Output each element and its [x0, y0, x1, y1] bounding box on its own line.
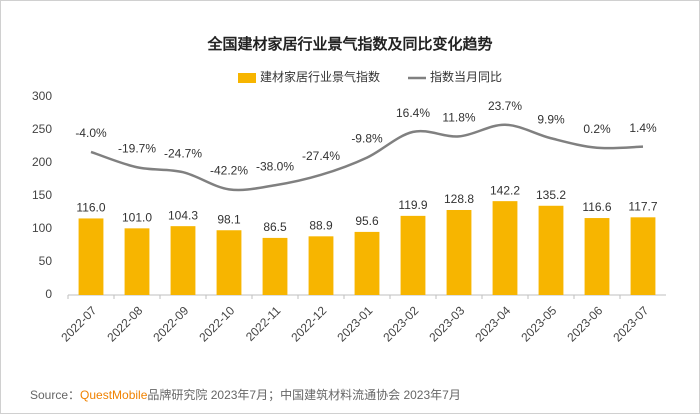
bar — [124, 228, 150, 295]
bar-value-label: 98.1 — [217, 212, 241, 226]
y-tick-label: 150 — [32, 188, 52, 202]
source-label: Source： — [30, 388, 80, 402]
bar — [584, 218, 610, 295]
line-value-label: 16.4% — [396, 106, 430, 120]
y-tick-label: 100 — [32, 221, 52, 235]
line-value-label: -27.4% — [302, 149, 340, 163]
bar — [262, 237, 288, 295]
y-tick-label: 0 — [45, 287, 52, 301]
source-text: 品牌研究院 2023年7月；中国建筑材料流通协会 2023年7月 — [147, 387, 460, 402]
y-tick-label: 200 — [32, 155, 52, 169]
bar — [170, 226, 196, 295]
bar-value-label: 135.2 — [536, 188, 566, 202]
line-value-label: 1.4% — [629, 121, 657, 135]
source: Source：QuestMobile品牌研究院 2023年7月；中国建筑材料流通… — [30, 387, 461, 402]
line-value-label: 23.7% — [488, 99, 522, 113]
line — [90, 123, 644, 192]
legend-label: 指数当月同比 — [430, 69, 502, 84]
bar — [354, 231, 380, 295]
bar-value-label: 101.0 — [122, 211, 152, 225]
bar-value-label: 117.7 — [628, 199, 657, 213]
bar-value-label: 95.6 — [355, 214, 379, 228]
bar — [308, 236, 334, 295]
line-value-label: -24.7% — [164, 146, 202, 160]
line-value-label: -19.7% — [118, 141, 156, 155]
y-tick-label: 50 — [39, 254, 53, 268]
line-value-label: 9.9% — [537, 112, 565, 126]
bar-value-label: 128.8 — [444, 192, 474, 206]
line-value-label: -38.0% — [256, 159, 294, 173]
bar — [630, 217, 656, 295]
bar — [78, 218, 104, 295]
bar — [492, 201, 518, 295]
line-value-label: 11.8% — [442, 111, 475, 125]
bar-value-label: 116.6 — [582, 200, 611, 214]
line-value-label: -4.0% — [75, 126, 107, 140]
legend-label: 建材家居行业景气指数 — [260, 69, 380, 84]
bar-value-label: 116.0 — [76, 201, 105, 215]
bar-value-label: 88.9 — [309, 218, 333, 232]
line-value-label: 0.2% — [583, 122, 611, 136]
legend-swatch — [238, 73, 256, 83]
bar — [216, 230, 242, 295]
bar-value-label: 104.3 — [168, 208, 198, 222]
bar — [538, 205, 564, 295]
source-brand: QuestMobile — [80, 388, 148, 402]
bar — [446, 209, 472, 295]
bar-value-label: 119.9 — [398, 198, 427, 212]
y-tick-label: 250 — [32, 122, 52, 136]
bar — [400, 215, 426, 295]
y-tick-label: 300 — [32, 89, 52, 103]
chart-title: 全国建材家居行业景气指数及同比变化趋势 — [206, 35, 492, 53]
bar-value-label: 86.5 — [263, 220, 287, 234]
line-value-label: -9.8% — [351, 132, 383, 146]
bar-value-label: 142.2 — [490, 183, 520, 197]
line-value-label: -42.2% — [210, 164, 248, 178]
